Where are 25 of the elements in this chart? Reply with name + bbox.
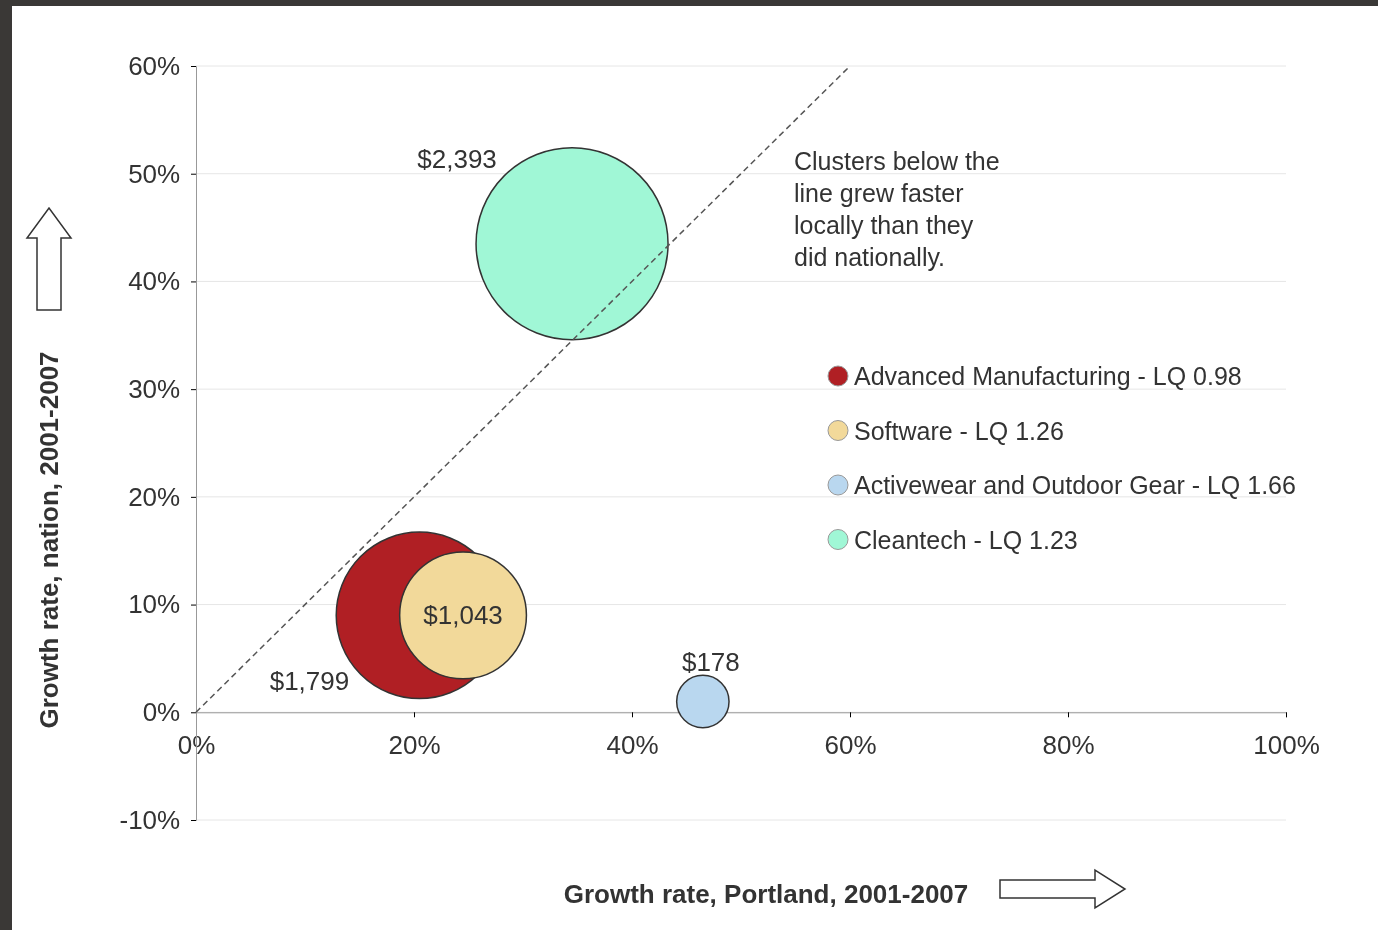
x-axis-title: Growth rate, Portland, 2001-2007	[563, 879, 969, 909]
legend-label: Activewear and Outdoor Gear - LQ 1.66	[854, 471, 1296, 499]
y-tick-label: 20%	[128, 481, 181, 512]
annotation: Clusters below the line grew faster locally than they did nationally.	[794, 147, 1000, 271]
x-tick-label: 20%	[388, 730, 441, 761]
y-tick-label: 10%	[128, 589, 181, 620]
legend-label: Cleantech - LQ 1.23	[854, 525, 1078, 554]
data-label: $2,393	[417, 143, 497, 174]
y-tick-label: 30%	[128, 373, 181, 404]
data-label: $1,799	[269, 666, 350, 697]
x-tick-label: 100%	[1253, 730, 1320, 761]
y-tick-label: 40%	[128, 266, 181, 297]
y-tick-label: 60%	[128, 50, 181, 81]
y-tick-label: -10%	[119, 804, 181, 835]
x-tick-label: 60%	[824, 730, 877, 761]
x-tick-label: 0%	[177, 730, 216, 761]
data-label: $1,043	[423, 600, 503, 631]
data-label: $178	[681, 646, 740, 677]
legend-label: Advanced Manufacturing - LQ 0.98	[854, 362, 1242, 390]
y-axis-title: Growth rate, nation, 2001-2007	[34, 351, 64, 729]
y-tick-label: 0%	[142, 697, 181, 728]
legend-label: Software - LQ 1.26	[854, 416, 1064, 445]
x-tick-label: 80%	[1042, 730, 1095, 761]
x-tick-label: 40%	[606, 730, 659, 761]
y-tick-label: 50%	[128, 158, 181, 189]
